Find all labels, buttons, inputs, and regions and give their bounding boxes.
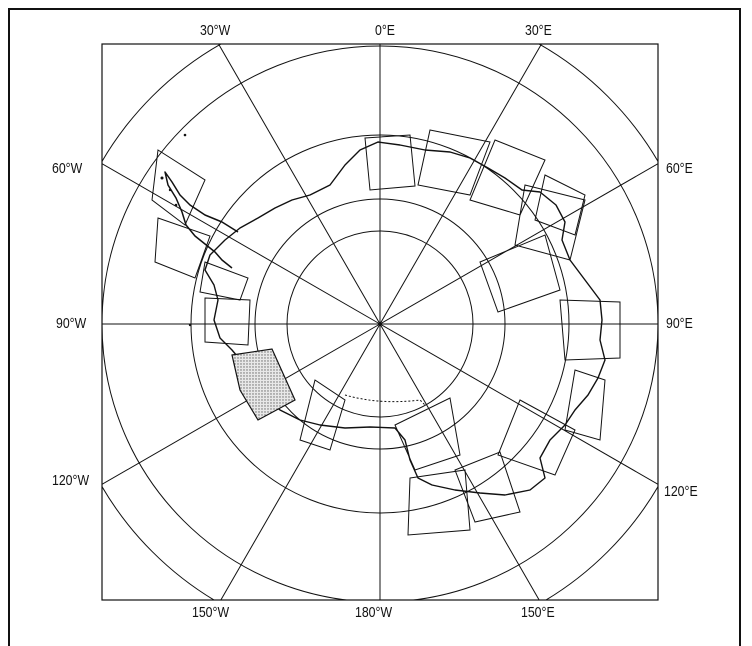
label-180w: 180°W — [355, 604, 393, 621]
ice-shelf-edge — [344, 394, 426, 406]
label-90w: 90°W — [56, 315, 87, 332]
meridian-lines — [102, 44, 658, 600]
label-30w: 30°W — [200, 22, 231, 39]
sector-boxes — [151, 129, 621, 536]
page-frame — [8, 8, 741, 646]
inner-ring — [254, 198, 506, 450]
antarctic-peninsula — [164, 171, 239, 269]
highlighted-sector — [231, 348, 296, 421]
label-150e: 150°E — [521, 604, 555, 621]
label-120w: 120°W — [52, 472, 90, 489]
label-60w: 60°W — [52, 160, 83, 177]
label-60e: 60°E — [666, 160, 693, 177]
peninsula-islands — [160, 133, 192, 327]
antarctic-coastline — [204, 141, 606, 496]
label-90e: 90°E — [666, 315, 693, 332]
label-0e: 0°E — [375, 22, 395, 39]
label-150w: 150°W — [192, 604, 230, 621]
label-30e: 30°E — [525, 22, 552, 39]
label-120e: 120°E — [664, 483, 698, 500]
